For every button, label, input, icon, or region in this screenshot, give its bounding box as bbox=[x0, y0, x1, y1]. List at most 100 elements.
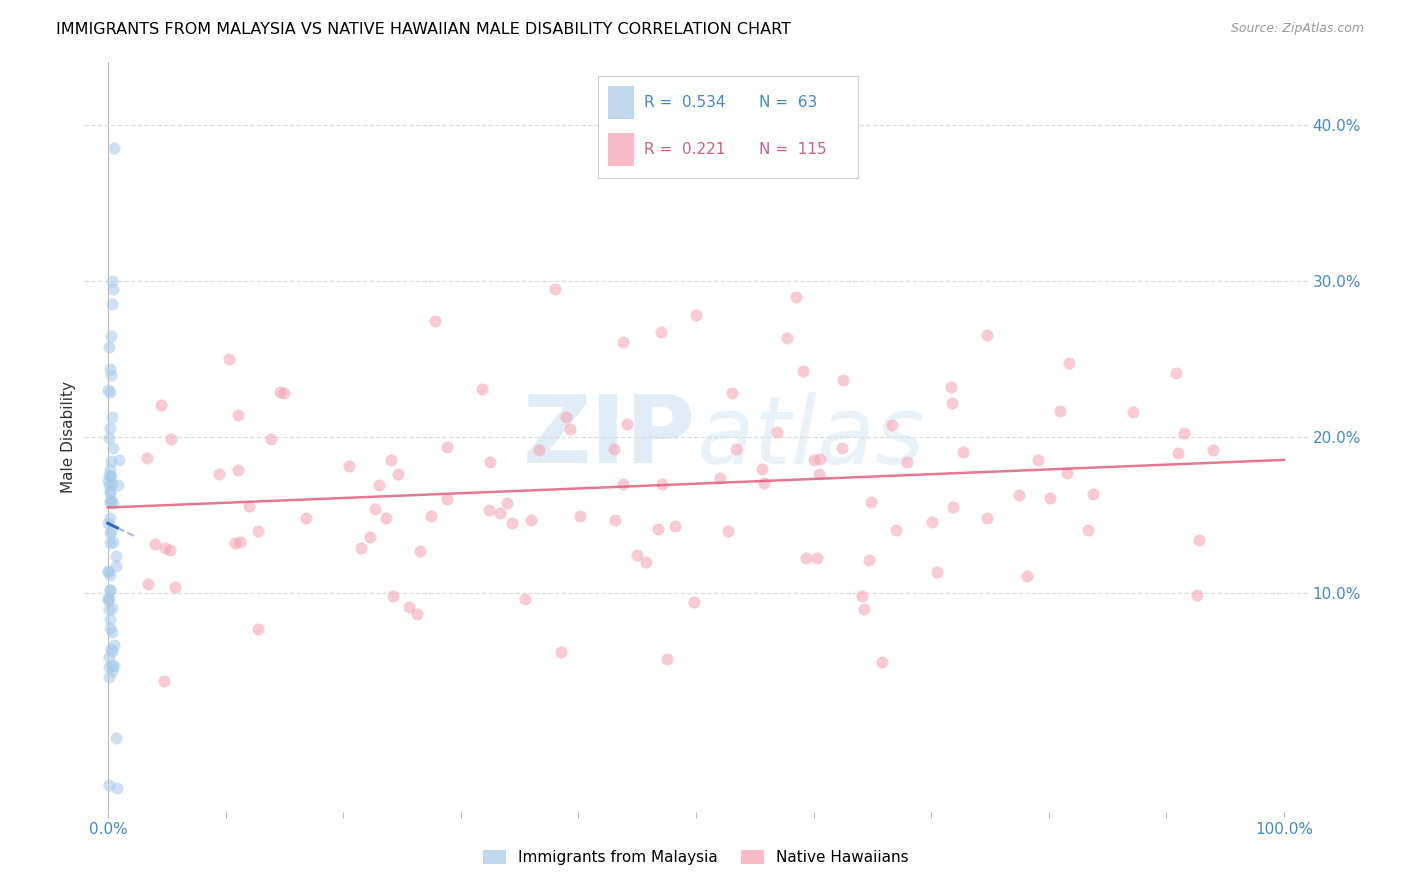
Point bbox=[101, 601, 124, 615]
Point bbox=[136, 577, 159, 591]
FancyBboxPatch shape bbox=[607, 133, 634, 166]
Point bbox=[98, 339, 121, 353]
Point bbox=[436, 491, 458, 506]
Point bbox=[98, 602, 121, 616]
Point bbox=[100, 468, 122, 483]
Point bbox=[1077, 523, 1099, 537]
Point bbox=[97, 467, 120, 482]
Point bbox=[101, 476, 124, 491]
Y-axis label: Male Disability: Male Disability bbox=[60, 381, 76, 493]
Point bbox=[884, 523, 907, 537]
Point bbox=[226, 409, 249, 423]
Point bbox=[650, 326, 672, 340]
Point bbox=[515, 592, 537, 607]
Point bbox=[859, 494, 882, 508]
Point bbox=[98, 484, 121, 499]
Point bbox=[1121, 405, 1143, 419]
Point bbox=[159, 543, 181, 558]
Point bbox=[471, 383, 494, 397]
Point bbox=[1167, 446, 1189, 460]
Point bbox=[1188, 533, 1211, 548]
Point bbox=[664, 519, 686, 533]
Point bbox=[554, 410, 576, 425]
Point bbox=[751, 461, 773, 475]
Point bbox=[1049, 404, 1071, 418]
Point bbox=[98, 525, 121, 540]
Point bbox=[558, 422, 581, 436]
Point bbox=[107, 478, 129, 492]
Point bbox=[375, 511, 398, 525]
Point bbox=[149, 398, 172, 412]
Point bbox=[97, 591, 120, 605]
Point bbox=[806, 551, 828, 566]
Point bbox=[1164, 366, 1187, 380]
Point bbox=[683, 595, 706, 609]
Point bbox=[1187, 588, 1209, 602]
Point bbox=[1202, 443, 1225, 458]
Point bbox=[101, 297, 124, 311]
Point bbox=[709, 470, 731, 484]
Point bbox=[794, 551, 817, 566]
Point bbox=[808, 467, 831, 481]
Point bbox=[941, 380, 963, 394]
Point bbox=[478, 502, 501, 516]
Point bbox=[153, 673, 176, 688]
Point bbox=[952, 445, 974, 459]
Point bbox=[724, 442, 747, 457]
Point bbox=[101, 495, 124, 509]
Point bbox=[568, 508, 591, 523]
Point bbox=[387, 467, 409, 481]
Point bbox=[896, 455, 918, 469]
Point bbox=[976, 510, 998, 524]
Text: Source: ZipAtlas.com: Source: ZipAtlas.com bbox=[1230, 22, 1364, 36]
Point bbox=[550, 646, 572, 660]
Text: ZIP: ZIP bbox=[523, 391, 696, 483]
Point bbox=[100, 368, 122, 382]
Point bbox=[721, 386, 744, 401]
Text: N =  63: N = 63 bbox=[759, 95, 817, 110]
Point bbox=[101, 657, 124, 672]
Text: atlas: atlas bbox=[696, 392, 924, 483]
FancyBboxPatch shape bbox=[607, 87, 634, 119]
Point bbox=[941, 395, 963, 409]
Point bbox=[927, 565, 949, 579]
Point bbox=[295, 511, 318, 525]
Point bbox=[98, 583, 121, 598]
Point bbox=[98, 421, 121, 435]
Point bbox=[100, 583, 122, 598]
Point bbox=[501, 516, 523, 530]
Point bbox=[651, 477, 673, 491]
Point bbox=[808, 452, 831, 467]
Point bbox=[350, 541, 373, 555]
Point bbox=[527, 443, 550, 458]
Point bbox=[634, 555, 657, 569]
Point bbox=[647, 522, 669, 536]
Point bbox=[364, 501, 387, 516]
Point bbox=[165, 580, 187, 594]
Point bbox=[101, 442, 124, 456]
Point bbox=[229, 534, 252, 549]
Point bbox=[1039, 491, 1062, 505]
Point bbox=[380, 453, 402, 467]
Point bbox=[101, 282, 124, 296]
Point bbox=[246, 524, 269, 539]
Point bbox=[105, 549, 128, 564]
Point bbox=[269, 385, 291, 400]
Point bbox=[655, 651, 678, 665]
Point bbox=[98, 621, 121, 635]
Point bbox=[381, 589, 404, 603]
Point bbox=[155, 541, 177, 555]
Point bbox=[612, 334, 634, 349]
Point bbox=[479, 455, 502, 469]
Point bbox=[108, 453, 131, 467]
Point bbox=[425, 314, 447, 328]
Text: N =  115: N = 115 bbox=[759, 142, 827, 157]
Point bbox=[98, 461, 121, 475]
Point bbox=[105, 731, 128, 746]
Point bbox=[226, 463, 249, 477]
Point bbox=[872, 655, 894, 669]
Point bbox=[143, 537, 166, 551]
Text: R =  0.534: R = 0.534 bbox=[644, 95, 725, 110]
Point bbox=[1008, 488, 1031, 502]
Point bbox=[851, 590, 873, 604]
